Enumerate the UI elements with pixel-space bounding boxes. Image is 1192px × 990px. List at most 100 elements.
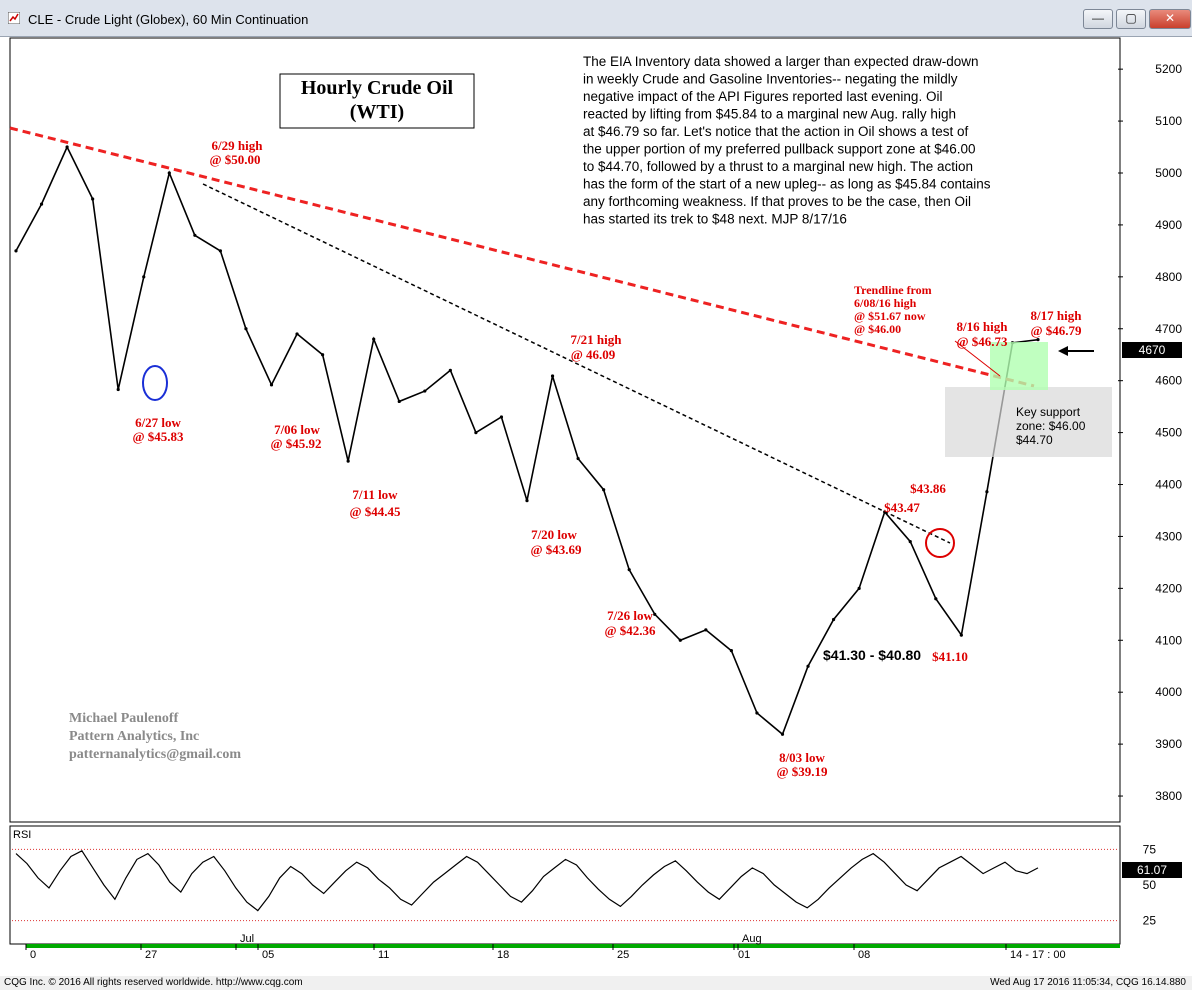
price-point — [806, 664, 810, 668]
price-point — [704, 628, 708, 632]
price-point — [295, 332, 299, 336]
price-point — [959, 633, 963, 637]
price-point — [116, 387, 120, 392]
price-panel-frame — [9, 37, 1121, 823]
rsi-last-value: 61.07 — [1137, 863, 1167, 877]
restore-button[interactable]: ▢ — [1116, 9, 1146, 29]
commentary-line: The EIA Inventory data showed a larger t… — [583, 54, 979, 69]
commentary-line: negative impact of the API Figures repor… — [583, 89, 942, 104]
x-tick-label: Jul — [240, 933, 254, 945]
price-point — [576, 456, 580, 461]
price-point — [678, 638, 682, 642]
price-point — [167, 171, 171, 175]
annotation-8-03-value: @ $39.19 — [776, 764, 828, 779]
current-price-arrowhead — [1058, 346, 1068, 356]
price-point — [550, 374, 555, 378]
rsi-value-tag — [1122, 862, 1182, 878]
minimize-button[interactable]: — — [1083, 9, 1113, 29]
annotation-8-03-label: 8/03 low — [779, 750, 825, 765]
annotation-8-17-label: 8/17 high — [1031, 308, 1083, 323]
annotation-7-11-label: 7/11 low — [352, 487, 398, 502]
annotation-7-21-value: @ 46.09 — [571, 347, 616, 362]
window-titlebar: CLE - Crude Light (Globex), 60 Min Conti… — [0, 0, 1192, 37]
chart-title-box — [279, 73, 475, 129]
annotation-7-11-value: @ $44.45 — [349, 504, 401, 519]
chart-area[interactable]: 3800 3900 4000 4100 4200 4300 4400 4500 4600 4700… — [0, 36, 1192, 976]
main-downtrend-line — [9, 126, 1035, 388]
breakout-circle — [925, 528, 955, 558]
price-point — [218, 249, 222, 253]
y-tick-label: 5100 — [1155, 114, 1182, 128]
price-point — [729, 649, 734, 653]
price-point — [857, 586, 861, 590]
annotation-41-10: $41.10 — [932, 649, 968, 664]
annotation-43-86: $43.86 — [910, 481, 946, 496]
annotation-7-26-label: 7/26 low — [607, 608, 653, 623]
price-point — [65, 145, 69, 149]
price-chart-svg: 3800 3900 4000 4100 4200 4300 4400 4500 4600 4700… — [9, 37, 1182, 961]
price-point — [423, 389, 427, 393]
chart-subtitle: (WTI) — [350, 101, 404, 123]
price-point — [755, 711, 759, 715]
price-point — [321, 353, 325, 357]
price-point — [627, 568, 631, 572]
price-point — [602, 488, 606, 492]
secondary-downtrend-line — [202, 183, 951, 544]
x-tick-label: 25 — [617, 949, 629, 961]
y-tick-label: 4500 — [1155, 426, 1182, 440]
y-tick-label: 5000 — [1155, 166, 1182, 180]
author-email: patternanalytics@gmail.com — [69, 747, 241, 762]
last-price-tag — [1122, 342, 1182, 358]
annotation-7-06-label: 7/06 low — [274, 422, 320, 437]
price-point — [499, 415, 504, 419]
price-point — [39, 202, 44, 206]
price-point — [525, 499, 529, 503]
y-tick-label: 4300 — [1155, 529, 1182, 543]
x-tick-label: 0 — [30, 949, 36, 961]
y-tick-label: 4200 — [1155, 581, 1182, 595]
author-name: Michael Paulenoff — [69, 711, 179, 726]
annotation-7-06-value: @ $45.92 — [270, 436, 321, 451]
price-point — [346, 459, 350, 463]
commentary-block: The EIA Inventory data showed a larger t… — [583, 54, 991, 227]
x-tick-label: 08 — [858, 949, 870, 961]
trendline-note-line-2: 6/08/16 high — [854, 296, 917, 310]
y-tick-label: 4000 — [1155, 685, 1182, 699]
price-point — [142, 275, 146, 279]
rsi-tick-label: 25 — [1143, 914, 1157, 928]
x-tick-label: 05 — [262, 949, 274, 961]
price-point — [193, 233, 197, 237]
price-point — [448, 368, 452, 372]
price-point — [780, 732, 785, 736]
commentary-line: has the form of the start of a new upleg… — [583, 177, 991, 192]
last-price-value: 4670 — [1139, 343, 1166, 357]
annotation-7-26-value: @ $42.36 — [604, 623, 656, 638]
commentary-line: any forthcoming weakness. If that proves… — [583, 194, 971, 209]
rsi-tick-label: 75 — [1143, 842, 1157, 856]
y-tick-label: 3900 — [1155, 737, 1182, 751]
x-axis-bar — [26, 944, 1120, 948]
x-tick-label: 14 - 17 : 00 — [1010, 949, 1066, 961]
price-point — [91, 197, 95, 201]
trendline-note-line-3: @ $51.67 now — [854, 309, 926, 323]
key-support-line-2: zone: $46.00 — [1016, 419, 1086, 433]
rsi-panel-frame — [9, 825, 1121, 945]
price-point — [1036, 338, 1040, 342]
y-tick-label: 4900 — [1155, 218, 1182, 232]
commentary-line: in weekly Crude and Gasoline Inventories… — [583, 72, 958, 87]
price-point — [474, 430, 478, 435]
price-point — [985, 490, 989, 494]
x-tick-label: 11 — [378, 949, 389, 961]
y-tick-label: 5200 — [1155, 62, 1182, 76]
copyright-text: CQG Inc. © 2016 All rights reserved worl… — [4, 977, 303, 988]
annotation-7-20-value: @ $43.69 — [530, 542, 582, 557]
chart-title: Hourly Crude Oil — [301, 77, 454, 99]
close-button[interactable]: ✕ — [1149, 9, 1191, 29]
low-circle-6-27 — [142, 365, 168, 401]
rsi-tick-label: 50 — [1143, 878, 1157, 892]
y-tick-label: 4100 — [1155, 633, 1182, 647]
trendline-note-line-1: Trendline from — [854, 283, 932, 297]
price-point — [908, 540, 912, 544]
timestamp-text: Wed Aug 17 2016 11:05:34, CQG 16.14.880 — [990, 977, 1186, 988]
x-tick-label: 01 — [738, 949, 750, 961]
